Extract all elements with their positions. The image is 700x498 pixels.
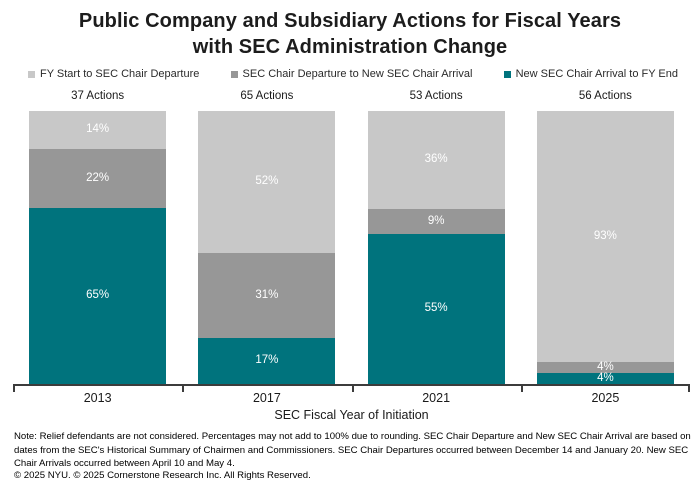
legend-swatch-icon bbox=[503, 70, 511, 78]
stacked-bar-2021: 36% 9% 55% bbox=[367, 111, 505, 384]
chart-title-line2: with SEC Administration Change bbox=[192, 36, 508, 58]
axis-tick bbox=[13, 386, 15, 392]
bar-column-2025: 93% 4% 4% bbox=[521, 111, 690, 384]
legend-item-1: SEC Chair Departure to New SEC Chair Arr… bbox=[230, 68, 473, 80]
segment-value-label: 9% bbox=[427, 214, 445, 227]
stacked-bar-2013: 14% 22% 65% bbox=[29, 111, 167, 384]
segment-value-label: 36% bbox=[424, 153, 448, 166]
legend-swatch-icon bbox=[230, 70, 238, 78]
axis-tick bbox=[520, 386, 523, 392]
bar-segment: 52% bbox=[198, 111, 336, 253]
chart-title-line1: Public Company and Subsidiary Actions fo… bbox=[78, 10, 622, 32]
bar-total-label: 65 Actions bbox=[240, 90, 294, 102]
segment-value-label: 4% bbox=[597, 371, 614, 384]
segment-value-label: 65% bbox=[86, 289, 110, 302]
bar-total-label: 53 Actions bbox=[409, 90, 463, 102]
legend: FY Start to SEC Chair Departure SEC Chair… bbox=[28, 68, 678, 80]
plot-area: 14% 22% 65% 52% 31% 17% 36% 9% 55% 93% 4% 4% bbox=[13, 111, 690, 386]
bar-segment: 14% bbox=[29, 111, 167, 149]
note-text: Note: Relief defendants are not consider… bbox=[14, 431, 691, 469]
legend-item-2: New SEC Chair Arrival to FY End bbox=[503, 68, 678, 80]
segment-value-label: 17% bbox=[255, 354, 279, 367]
bar-segment: 4% bbox=[536, 371, 674, 384]
bar-segment: 55% bbox=[367, 233, 505, 384]
x-axis-tick-labels: 2013 2017 2021 2025 bbox=[13, 391, 690, 406]
axis-tick bbox=[351, 386, 354, 392]
bar-segment: 4% bbox=[536, 361, 674, 374]
segment-value-label: 4% bbox=[597, 361, 614, 374]
x-tick-label-2013: 2013 bbox=[83, 391, 112, 405]
copyright-text: © 2025 NYU. © 2025 Cornerstone Research … bbox=[14, 470, 311, 481]
bar-column-2017: 52% 31% 17% bbox=[182, 111, 351, 384]
legend-item-0: FY Start to SEC Chair Departure bbox=[28, 68, 199, 80]
bar-segment: 31% bbox=[198, 252, 336, 338]
legend-label: FY Start to SEC Chair Departure bbox=[40, 68, 200, 80]
bar-total-label: 56 Actions bbox=[578, 90, 632, 102]
segment-value-label: 55% bbox=[424, 302, 448, 315]
segment-value-label: 14% bbox=[86, 123, 110, 136]
stacked-bar-2017: 52% 31% 17% bbox=[198, 111, 336, 384]
x-axis-title: SEC Fiscal Year of Initiation bbox=[274, 408, 429, 422]
axis-tick bbox=[688, 386, 690, 392]
bar-column-2021: 36% 9% 55% bbox=[352, 111, 521, 384]
bar-totals-row: 37 Actions 65 Actions 53 Actions 56 Actions bbox=[13, 90, 690, 105]
x-tick-label-2025: 2025 bbox=[591, 391, 620, 405]
axis-tick bbox=[182, 386, 185, 392]
bar-segment: 9% bbox=[367, 209, 505, 234]
chart-title: Public Company and Subsidiary Actions fo… bbox=[0, 8, 700, 60]
bar-segment: 36% bbox=[367, 111, 505, 210]
segment-value-label: 31% bbox=[255, 288, 279, 301]
segment-value-label: 93% bbox=[593, 229, 617, 242]
bar-segment: 22% bbox=[29, 148, 167, 209]
bar-total-label: 37 Actions bbox=[71, 90, 125, 102]
stacked-bar-2025: 93% 4% 4% bbox=[536, 111, 674, 384]
segment-value-label: 52% bbox=[255, 175, 279, 188]
bar-segment: 17% bbox=[198, 337, 336, 384]
bar-segment: 65% bbox=[29, 208, 167, 384]
segment-value-label: 22% bbox=[86, 171, 110, 184]
legend-swatch-icon bbox=[28, 70, 35, 78]
legend-label: New SEC Chair Arrival to FY End bbox=[515, 68, 678, 80]
bar-column-2013: 14% 22% 65% bbox=[13, 111, 182, 384]
x-tick-label-2021: 2021 bbox=[422, 391, 451, 405]
bar-segment: 93% bbox=[536, 111, 674, 363]
x-tick-label-2017: 2017 bbox=[252, 391, 281, 405]
legend-label: SEC Chair Departure to New SEC Chair Arr… bbox=[242, 68, 473, 80]
